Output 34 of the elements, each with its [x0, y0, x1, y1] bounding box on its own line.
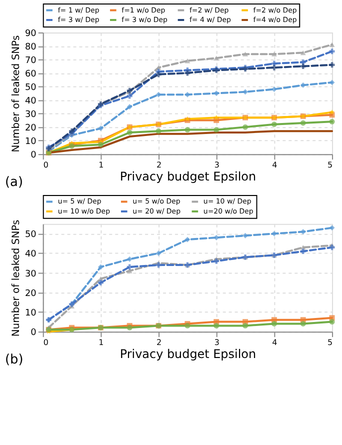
y-tick-label: 50	[24, 230, 37, 240]
y-tick-label: 0	[30, 328, 37, 338]
y-tick-label: 70	[24, 56, 37, 66]
x-tick-label: 3	[214, 160, 220, 170]
x-tick-label: 0	[43, 160, 48, 170]
x-axis-title: Privacy budget Epsilon	[120, 170, 256, 184]
text: (b)	[4, 352, 24, 368]
x-tick-label: 4	[272, 338, 278, 348]
y-tick-label: 60	[24, 69, 37, 80]
x-tick-label: 1	[98, 338, 104, 348]
y-tick-label: 0	[30, 150, 37, 161]
x-tick-label: 1	[98, 160, 104, 170]
x-tick-label: 5	[327, 160, 333, 170]
x-tick-label: 2	[156, 338, 162, 348]
y-tick-label: 20	[24, 288, 37, 299]
y-tick-label: 40	[24, 250, 37, 260]
y-tick-label: 10	[24, 137, 37, 148]
y-tick-label: 40	[24, 96, 37, 107]
x-tick-label: 2	[156, 160, 162, 170]
x-tick-label: 0	[43, 338, 48, 348]
y-tick-label: 30	[24, 269, 37, 280]
y-tick-label: 80	[24, 42, 37, 52]
y-tick-label: 20	[24, 124, 37, 134]
x-tick-label: 4	[272, 160, 278, 170]
y-tick-label: 50	[24, 83, 37, 93]
y-tick-label: 10	[24, 308, 37, 318]
text: (a)	[4, 174, 24, 190]
y-tick-label: 90	[24, 28, 37, 39]
y-axis-title: Number of leaked SNPs	[10, 35, 22, 152]
x-tick-label: 5	[327, 338, 333, 348]
x-axis-title: Privacy budget Epsilon	[120, 346, 256, 361]
y-axis-title: Number of leaked SNPs	[10, 220, 22, 337]
x-tick-label: 3	[214, 338, 220, 348]
y-tick-label: 30	[24, 110, 37, 120]
